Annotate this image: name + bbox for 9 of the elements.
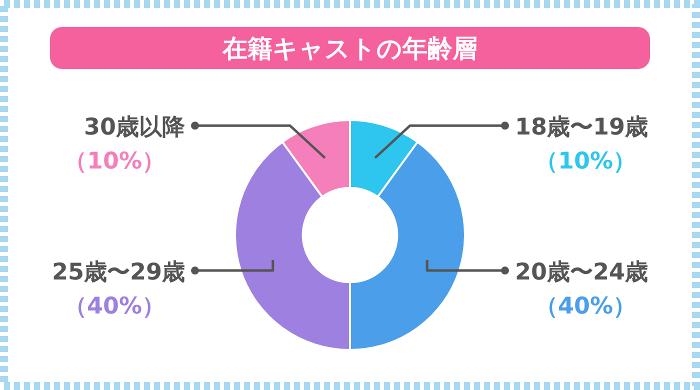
slice-label: 25歳〜29歳	[52, 260, 185, 286]
slice-label: 30歳以降	[84, 114, 186, 141]
slice-label: 18歳〜19歳	[515, 114, 648, 141]
chart-title: 在籍キャストの年齢層	[222, 34, 478, 63]
data-label: （40%）	[64, 294, 165, 320]
slice-label: 20歳〜24歳	[515, 260, 648, 286]
data-label: （10%）	[535, 148, 636, 175]
data-label: （40%）	[535, 294, 636, 320]
data-label: （10%）	[64, 148, 165, 175]
